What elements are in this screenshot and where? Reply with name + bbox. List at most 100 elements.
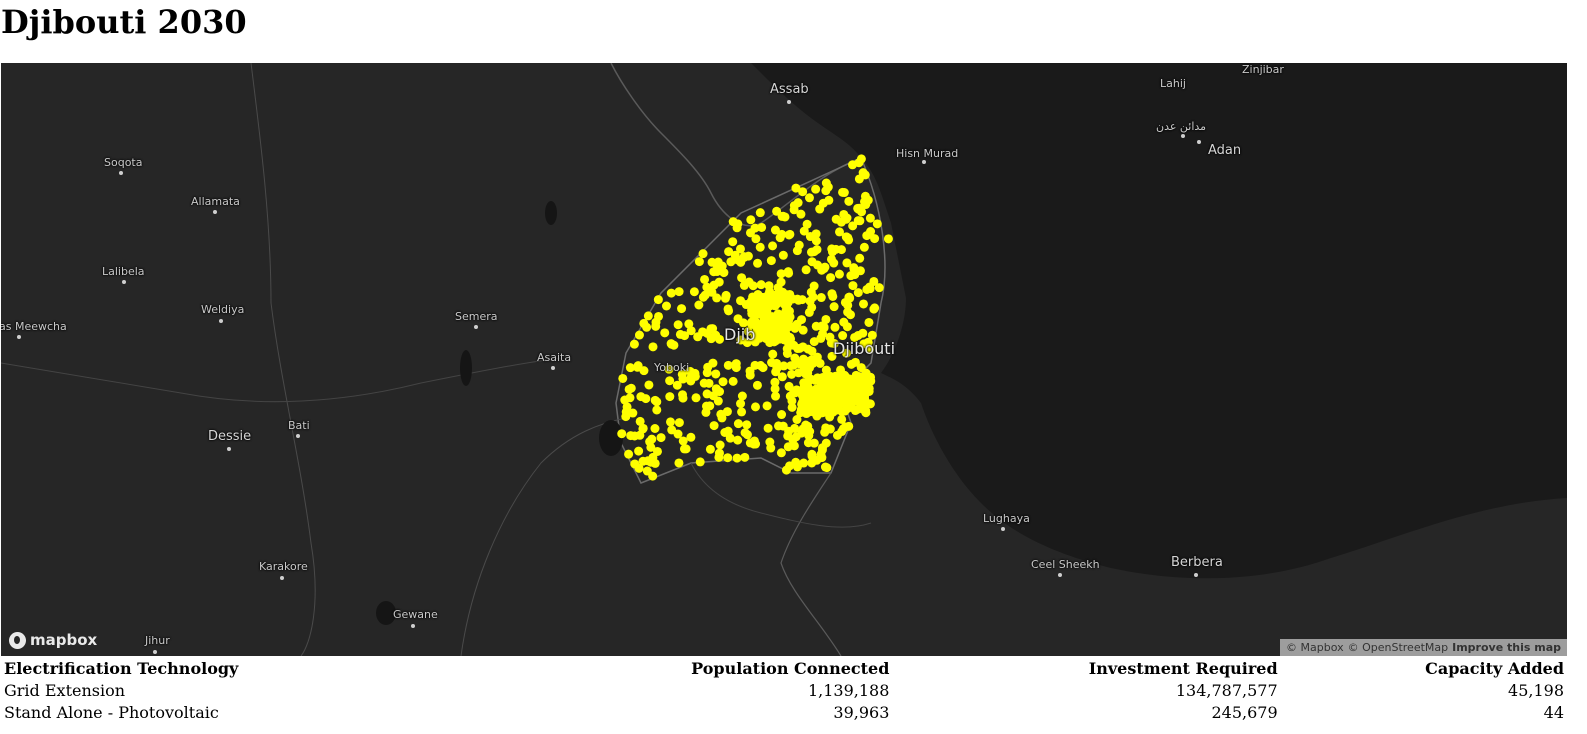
place-lalibela: Lalibela [102,265,145,278]
settlement-marker [751,234,761,244]
settlement-marker [770,377,780,387]
place-dot [280,576,284,580]
place-dot [1194,573,1198,577]
settlement-marker [858,328,868,338]
settlement-marker [762,401,772,411]
place-assab: Assab [770,82,809,97]
settlement-marker [812,245,822,255]
attribution-mapbox-link[interactable]: © Mapbox [1286,641,1344,654]
page-title: Djibouti 2030 [1,3,247,41]
mapbox-logo[interactable]: mapbox [9,631,97,649]
settlement-marker [831,244,841,254]
settlement-marker [794,368,804,378]
settlement-marker [819,322,829,332]
settlement-marker [689,287,699,297]
settlement-marker [778,312,788,322]
settlement-marker [811,229,821,239]
sea-area [751,63,1567,579]
place-soqota: Soqota [104,156,143,169]
place-dot [1001,527,1005,531]
settlement-marker [839,188,849,198]
settlement-marker [855,253,865,263]
attribution-osm-link[interactable]: © OpenStreetMap [1347,641,1449,654]
settlement-marker [665,392,675,402]
settlement-marker [856,398,866,408]
settlement-marker [755,242,765,252]
place-dot [122,280,126,284]
lake [376,601,396,625]
settlement-marker [732,453,742,463]
settlement-marker [798,391,808,401]
settlement-marker [665,376,675,386]
settlement-marker [736,335,746,345]
settlement-marker [752,323,762,333]
settlement-marker [763,423,773,433]
settlement-marker [792,462,802,472]
place-dot [213,210,217,214]
settlement-marker [755,208,765,218]
settlement-marker [629,339,639,349]
settlement-marker [743,251,753,261]
improve-map-link[interactable]: Improve this map [1452,641,1561,654]
settlement-marker [821,314,831,324]
settlement-marker [656,433,666,443]
settlement-marker [723,453,733,463]
settlement-marker [844,235,854,245]
settlement-marker [694,257,704,267]
settlement-marker [780,212,790,222]
settlement-marker [695,457,705,467]
settlement-marker [773,283,783,293]
header-population: Population Connected [691,659,890,678]
settlement-marker [752,380,762,390]
settlement-marker [736,399,746,409]
cell-technology: Stand Alone - Photovoltaic [4,703,219,722]
settlement-marker [759,297,769,307]
settlement-marker [867,330,877,340]
settlement-marker [766,325,776,335]
settlement-marker [756,280,766,290]
settlement-marker [788,360,798,370]
place-as-meewcha: as Meewcha [1,320,67,333]
settlement-marker [711,369,721,379]
settlement-marker [832,430,842,440]
settlement-marker [653,295,663,305]
settlement-marker [748,292,758,302]
settlement-marker [842,374,852,384]
place-gewane: Gewane [393,608,438,621]
settlement-marker [821,186,831,196]
settlement-marker [630,431,640,441]
place-dot [296,434,300,438]
place-jihur: Jihur [145,634,170,647]
settlement-marker [841,214,851,224]
settlement-marker [714,452,724,462]
place-dot [153,650,157,654]
settlement-marker [870,303,880,313]
settlement-marker [742,420,752,430]
place-dessie: Dessie [208,429,252,444]
place-dot [227,447,231,451]
place-djib: Djib [724,325,756,344]
map[interactable]: Assab Lahij Zinjibar مدائن عدن Adan Hisn… [1,63,1567,656]
settlement-marker [699,378,709,388]
settlement-marker [638,424,648,434]
settlement-marker [785,461,795,471]
settlement-marker [707,257,717,267]
settlement-marker [866,227,876,237]
settlement-marker [674,458,684,468]
settlement-marker [646,442,656,452]
settlement-marker [821,178,831,188]
settlement-marker [686,432,696,442]
header-investment: Investment Required [1088,659,1278,678]
settlement-marker [672,380,682,390]
settlement-marker [854,174,864,184]
settlement-marker [678,374,688,384]
settlement-marker [820,262,830,272]
settlement-marker [705,444,715,454]
settlement-marker [758,311,768,321]
settlement-marker [801,420,811,430]
settlement-marker [777,410,787,420]
road-line [690,462,872,528]
cell-capacity: 44 [1543,703,1564,722]
table-header-row: Electrification Technology Population Co… [4,658,1564,679]
mapbox-icon [9,631,26,649]
